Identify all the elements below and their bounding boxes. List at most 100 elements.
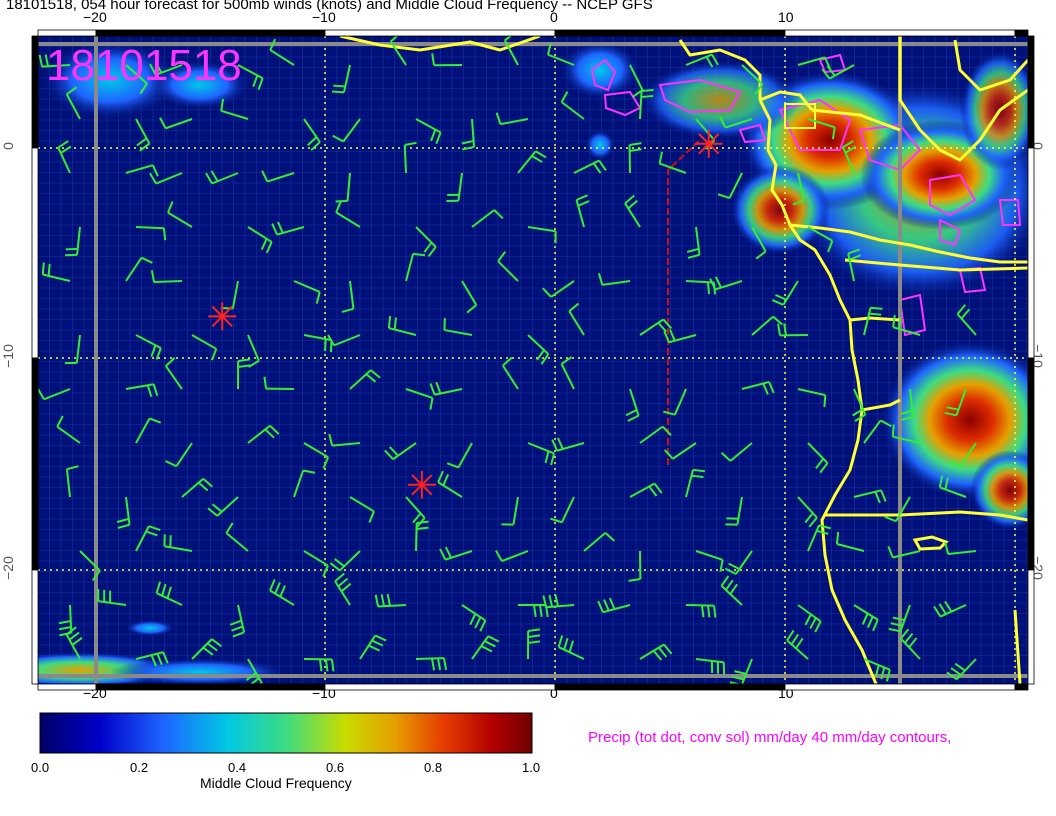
wind-barb	[65, 465, 79, 498]
axis-bar-segment	[31, 35, 39, 149]
wind-barb	[205, 170, 239, 185]
wind-barb	[437, 470, 463, 498]
wind-barb	[527, 442, 555, 466]
wind-barb	[944, 388, 967, 417]
wind-barb	[664, 442, 697, 460]
wind-barb	[263, 376, 295, 390]
wind-barb	[471, 635, 500, 660]
wind-barb	[303, 442, 330, 469]
wind-barb	[786, 629, 809, 660]
wind-barb	[269, 38, 295, 66]
wind-barb	[658, 151, 687, 174]
axis-bar-segment	[1027, 357, 1035, 571]
wind-barb	[150, 270, 183, 284]
axis-bar-segment	[554, 683, 786, 691]
wind-barb	[332, 118, 361, 143]
wind-barb	[293, 469, 316, 498]
wind-barb	[887, 545, 921, 559]
wind-barb	[717, 172, 743, 200]
wind-barb	[495, 550, 529, 563]
wind-barb	[501, 496, 519, 526]
wind-barb	[685, 53, 719, 68]
wind-barb	[261, 170, 295, 183]
axis-bar-segment	[1014, 29, 1029, 37]
wind-barb	[403, 141, 417, 174]
wind-barb	[560, 91, 585, 120]
wind-barb	[135, 651, 169, 667]
wind-barb	[65, 626, 83, 660]
wind-barb	[237, 358, 251, 390]
wind-barb	[517, 150, 547, 174]
wind-barb	[57, 140, 72, 174]
wind-barb	[946, 658, 977, 681]
wind-barb	[663, 388, 687, 416]
wind-barb	[431, 53, 463, 67]
wind-barb	[155, 581, 183, 606]
wind-barb	[933, 600, 967, 618]
wind-barb	[359, 634, 387, 660]
wind-barb	[628, 142, 642, 174]
wind-barb	[517, 604, 549, 618]
wind-barb	[41, 262, 71, 282]
wind-barb	[405, 252, 426, 282]
wind-barb	[384, 442, 417, 460]
colorbar-tick-1: 0.2	[130, 760, 149, 775]
island	[912, 535, 949, 551]
wind-barb	[583, 532, 616, 552]
wind-barb	[125, 383, 159, 397]
wind-barb	[229, 604, 246, 638]
wind-barb	[847, 248, 862, 282]
wind-barb	[165, 442, 193, 468]
wind-barb	[334, 572, 352, 606]
axis-bar-segment	[784, 683, 1016, 691]
wind-barb	[938, 475, 967, 498]
wind-barb	[777, 323, 809, 337]
wind-barb	[443, 318, 473, 336]
wind-barb	[949, 442, 977, 468]
wind-barb	[807, 524, 831, 552]
wind-barb	[695, 658, 726, 675]
wind-barb	[547, 42, 575, 66]
wind-barb	[429, 381, 463, 396]
wind-barb	[415, 118, 442, 145]
wind-barb	[461, 280, 478, 314]
wind-barb	[327, 334, 361, 347]
precip-legend: Precip (tot dot, conv sol) mm/day 40 mm/…	[588, 729, 952, 746]
wind-barb	[807, 226, 834, 253]
wind-barb	[116, 496, 131, 529]
wind-barb	[207, 496, 239, 517]
wind-barb	[64, 334, 81, 365]
wind-barb	[597, 597, 631, 614]
wind-barb	[191, 334, 218, 361]
wind-barb	[245, 658, 263, 684]
wind-barb	[852, 388, 867, 422]
coastline	[339, 36, 1028, 684]
wind-barb	[329, 550, 361, 572]
wind-barb	[191, 638, 222, 660]
wind-barb	[685, 604, 717, 618]
wind-barb	[79, 550, 101, 581]
wind-barb	[271, 221, 305, 236]
wind-barb	[900, 628, 921, 660]
wind-barb	[135, 525, 161, 552]
wind-barb	[125, 164, 159, 177]
map-title: 18101518, 054 hour forecast for 500mb wi…	[6, 0, 653, 13]
wind-barb	[741, 64, 764, 95]
wind-barb	[863, 306, 883, 336]
wind-barb	[125, 64, 148, 95]
colorbar-tick-3: 0.6	[326, 760, 345, 775]
axis-bar-segment	[1027, 569, 1035, 685]
wind-barb	[741, 380, 775, 395]
storm-track	[667, 139, 701, 465]
wind-barb	[695, 550, 724, 572]
axis-bar-segment	[37, 29, 97, 37]
wind-barb	[149, 61, 183, 76]
wind-barb	[639, 643, 673, 661]
wind-barb	[247, 334, 260, 368]
axis-bar-segment	[324, 29, 556, 37]
wind-barb	[685, 468, 706, 498]
wind-barb	[446, 442, 473, 469]
wind-barb	[624, 194, 641, 228]
axis-bar-segment	[95, 683, 326, 691]
